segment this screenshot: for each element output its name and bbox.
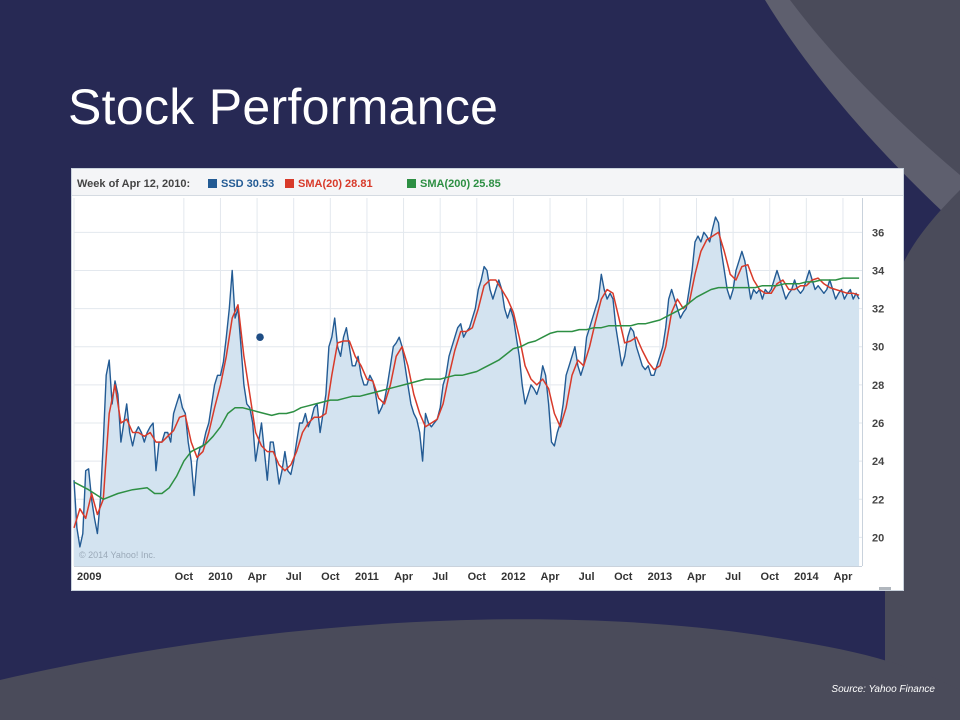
series-area-ssd	[74, 217, 860, 566]
x-tick-label-11: Apr	[541, 571, 561, 583]
slide-title: Stock Performance	[68, 79, 499, 135]
y-tick-label-7: 34	[872, 265, 885, 277]
x-tick-label-15: Apr	[687, 571, 707, 583]
legend-date-label: Week of Apr 12, 2010:	[77, 178, 190, 190]
x-tick-label-17: Oct	[761, 571, 780, 583]
x-tick-label-0: 2009	[77, 571, 101, 583]
series-line-sma-200	[73, 277, 860, 501]
x-tick-label-1: Oct	[175, 571, 194, 583]
chart-watermark: © 2014 Yahoo! Inc.	[79, 550, 155, 560]
y-tick-label-6: 32	[872, 304, 884, 316]
x-tick-label-8: Jul	[432, 571, 448, 583]
bottom-arc-shape	[0, 619, 960, 720]
source-caption: Source: Yahoo Finance	[831, 684, 935, 695]
legend-label-2: SMA(200) 25.85	[420, 178, 501, 190]
y-tick-label-5: 30	[872, 342, 884, 354]
y-tick-label-0: 20	[872, 532, 884, 544]
legend-swatch-0	[208, 179, 217, 188]
x-tick-label-6: 2011	[355, 571, 379, 583]
x-tick-label-12: Jul	[579, 571, 595, 583]
y-tick-label-4: 28	[872, 380, 884, 392]
x-tick-label-16: Jul	[725, 571, 741, 583]
x-tick-label-14: 2013	[648, 571, 672, 583]
legend-label-1: SMA(20) 28.81	[298, 178, 373, 190]
hover-marker-dot	[256, 333, 264, 341]
legend-swatch-2	[407, 179, 416, 188]
y-tick-label-3: 26	[872, 418, 884, 430]
y-tick-label-2: 24	[872, 456, 885, 468]
y-tick-label-1: 22	[872, 494, 884, 506]
corner-arc-shape	[790, 0, 960, 175]
x-tick-label-13: Oct	[614, 571, 633, 583]
x-tick-label-18: 2014	[794, 571, 819, 583]
x-tick-label-3: Apr	[248, 571, 268, 583]
x-tick-label-10: 2012	[501, 571, 525, 583]
y-tick-label-8: 36	[872, 227, 884, 239]
x-tick-label-2: 2010	[208, 571, 232, 583]
chart-svg: Week of Apr 12, 2010: SSD 30.53 SMA(20) 28…	[71, 168, 904, 591]
x-tick-label-19: Apr	[833, 571, 853, 583]
x-tick-label-9: Oct	[468, 571, 487, 583]
legend-swatch-1	[285, 179, 294, 188]
x-tick-label-4: Jul	[286, 571, 302, 583]
x-tick-label-5: Oct	[321, 571, 340, 583]
x-tick-label-7: Apr	[394, 571, 414, 583]
scroll-stub	[879, 587, 891, 590]
legend-label-0: SSD 30.53	[221, 178, 274, 190]
stock-chart: Week of Apr 12, 2010: SSD 30.53 SMA(20) 28…	[71, 168, 904, 591]
